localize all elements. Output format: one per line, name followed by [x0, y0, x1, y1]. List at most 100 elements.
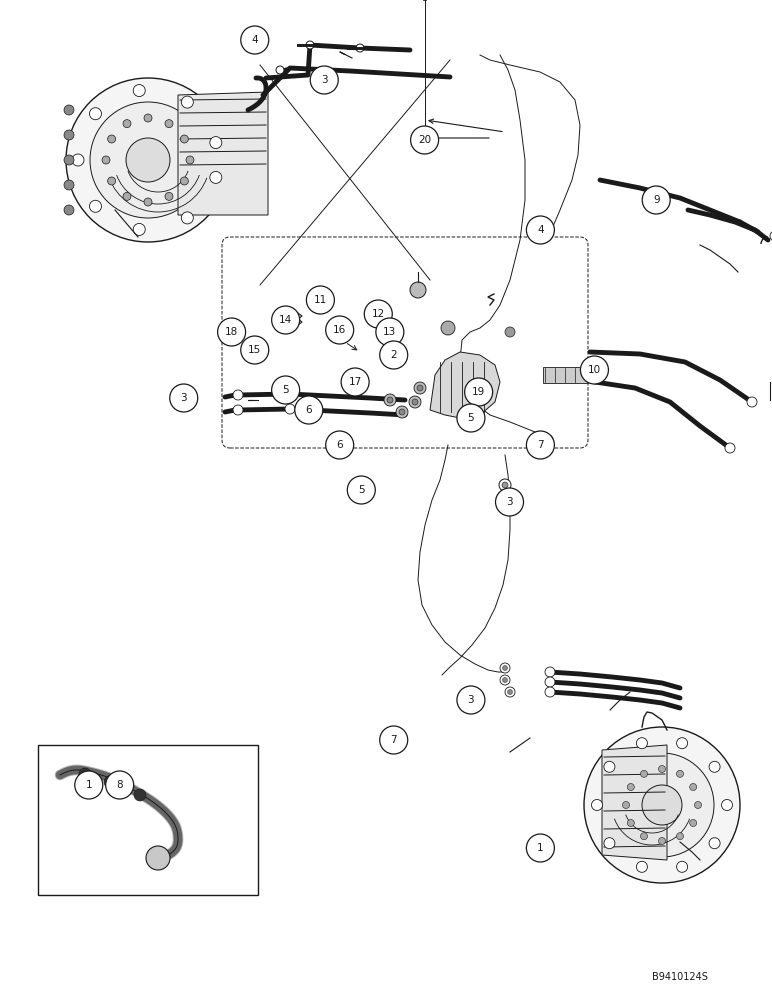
Circle shape	[310, 66, 338, 94]
Circle shape	[64, 105, 74, 115]
Circle shape	[500, 675, 510, 685]
Circle shape	[106, 771, 134, 799]
Text: 11: 11	[313, 295, 327, 305]
Circle shape	[770, 231, 772, 241]
Bar	[38, 745, 258, 895]
Circle shape	[676, 770, 683, 777]
Circle shape	[591, 800, 602, 810]
Text: 15: 15	[248, 345, 262, 355]
Polygon shape	[430, 352, 500, 418]
Circle shape	[285, 404, 295, 414]
Circle shape	[134, 223, 145, 235]
Circle shape	[505, 687, 515, 697]
Circle shape	[543, 435, 553, 445]
Circle shape	[610, 753, 714, 857]
Text: 5: 5	[468, 413, 474, 423]
Circle shape	[181, 135, 188, 143]
Circle shape	[241, 26, 269, 54]
Circle shape	[90, 200, 101, 212]
Circle shape	[123, 120, 131, 128]
Circle shape	[326, 431, 354, 459]
Circle shape	[695, 802, 702, 808]
Circle shape	[134, 85, 145, 97]
Circle shape	[90, 108, 101, 120]
Circle shape	[636, 861, 648, 872]
Circle shape	[380, 726, 408, 754]
Circle shape	[306, 286, 334, 314]
Circle shape	[545, 687, 555, 697]
Circle shape	[642, 186, 670, 214]
Circle shape	[628, 784, 635, 790]
Circle shape	[123, 192, 131, 200]
Circle shape	[527, 431, 554, 459]
Circle shape	[659, 838, 665, 844]
Circle shape	[636, 738, 648, 749]
Circle shape	[503, 666, 507, 670]
Circle shape	[364, 300, 392, 328]
Circle shape	[465, 378, 493, 406]
Text: 9: 9	[653, 195, 659, 205]
Circle shape	[641, 770, 648, 777]
Circle shape	[725, 443, 735, 453]
Text: B9410124S: B9410124S	[652, 972, 708, 982]
Circle shape	[72, 154, 84, 166]
Circle shape	[90, 102, 206, 218]
Circle shape	[412, 399, 418, 405]
Text: 4: 4	[252, 35, 258, 45]
Circle shape	[497, 499, 509, 511]
Text: 4: 4	[537, 225, 543, 235]
Circle shape	[441, 321, 455, 335]
Circle shape	[396, 406, 408, 418]
Circle shape	[417, 385, 423, 391]
Circle shape	[165, 120, 173, 128]
Circle shape	[709, 761, 720, 772]
Circle shape	[505, 327, 515, 337]
Circle shape	[210, 171, 222, 183]
Circle shape	[676, 738, 688, 749]
Circle shape	[689, 784, 696, 790]
Circle shape	[628, 820, 635, 826]
Circle shape	[181, 96, 193, 108]
Circle shape	[622, 802, 629, 808]
Circle shape	[181, 177, 188, 185]
Circle shape	[581, 356, 608, 384]
Circle shape	[411, 126, 438, 154]
Circle shape	[500, 502, 506, 508]
Circle shape	[134, 789, 146, 801]
Circle shape	[64, 155, 74, 165]
Circle shape	[272, 376, 300, 404]
Circle shape	[399, 409, 405, 415]
Circle shape	[170, 384, 198, 412]
Text: 6: 6	[306, 405, 312, 415]
Circle shape	[507, 690, 513, 694]
Text: 14: 14	[279, 315, 293, 325]
Circle shape	[545, 677, 555, 687]
Circle shape	[75, 771, 103, 799]
Circle shape	[64, 205, 74, 215]
Text: 5: 5	[283, 385, 289, 395]
Text: 16: 16	[333, 325, 347, 335]
Text: 5: 5	[358, 485, 364, 495]
Circle shape	[387, 397, 393, 403]
Text: 3: 3	[468, 695, 474, 705]
Circle shape	[642, 785, 682, 825]
Circle shape	[79, 768, 91, 780]
Circle shape	[107, 177, 116, 185]
Text: 3: 3	[321, 75, 327, 85]
Circle shape	[502, 482, 508, 488]
Circle shape	[102, 156, 110, 164]
Circle shape	[604, 838, 615, 849]
Circle shape	[676, 861, 688, 872]
Circle shape	[306, 41, 314, 49]
Circle shape	[218, 318, 245, 346]
Circle shape	[285, 389, 295, 399]
Circle shape	[144, 114, 152, 122]
Text: 1: 1	[86, 780, 92, 790]
Circle shape	[496, 488, 523, 516]
Circle shape	[186, 156, 194, 164]
Circle shape	[233, 405, 243, 415]
Polygon shape	[602, 745, 667, 860]
Text: 3: 3	[506, 497, 513, 507]
Circle shape	[499, 479, 511, 491]
Circle shape	[233, 390, 243, 400]
